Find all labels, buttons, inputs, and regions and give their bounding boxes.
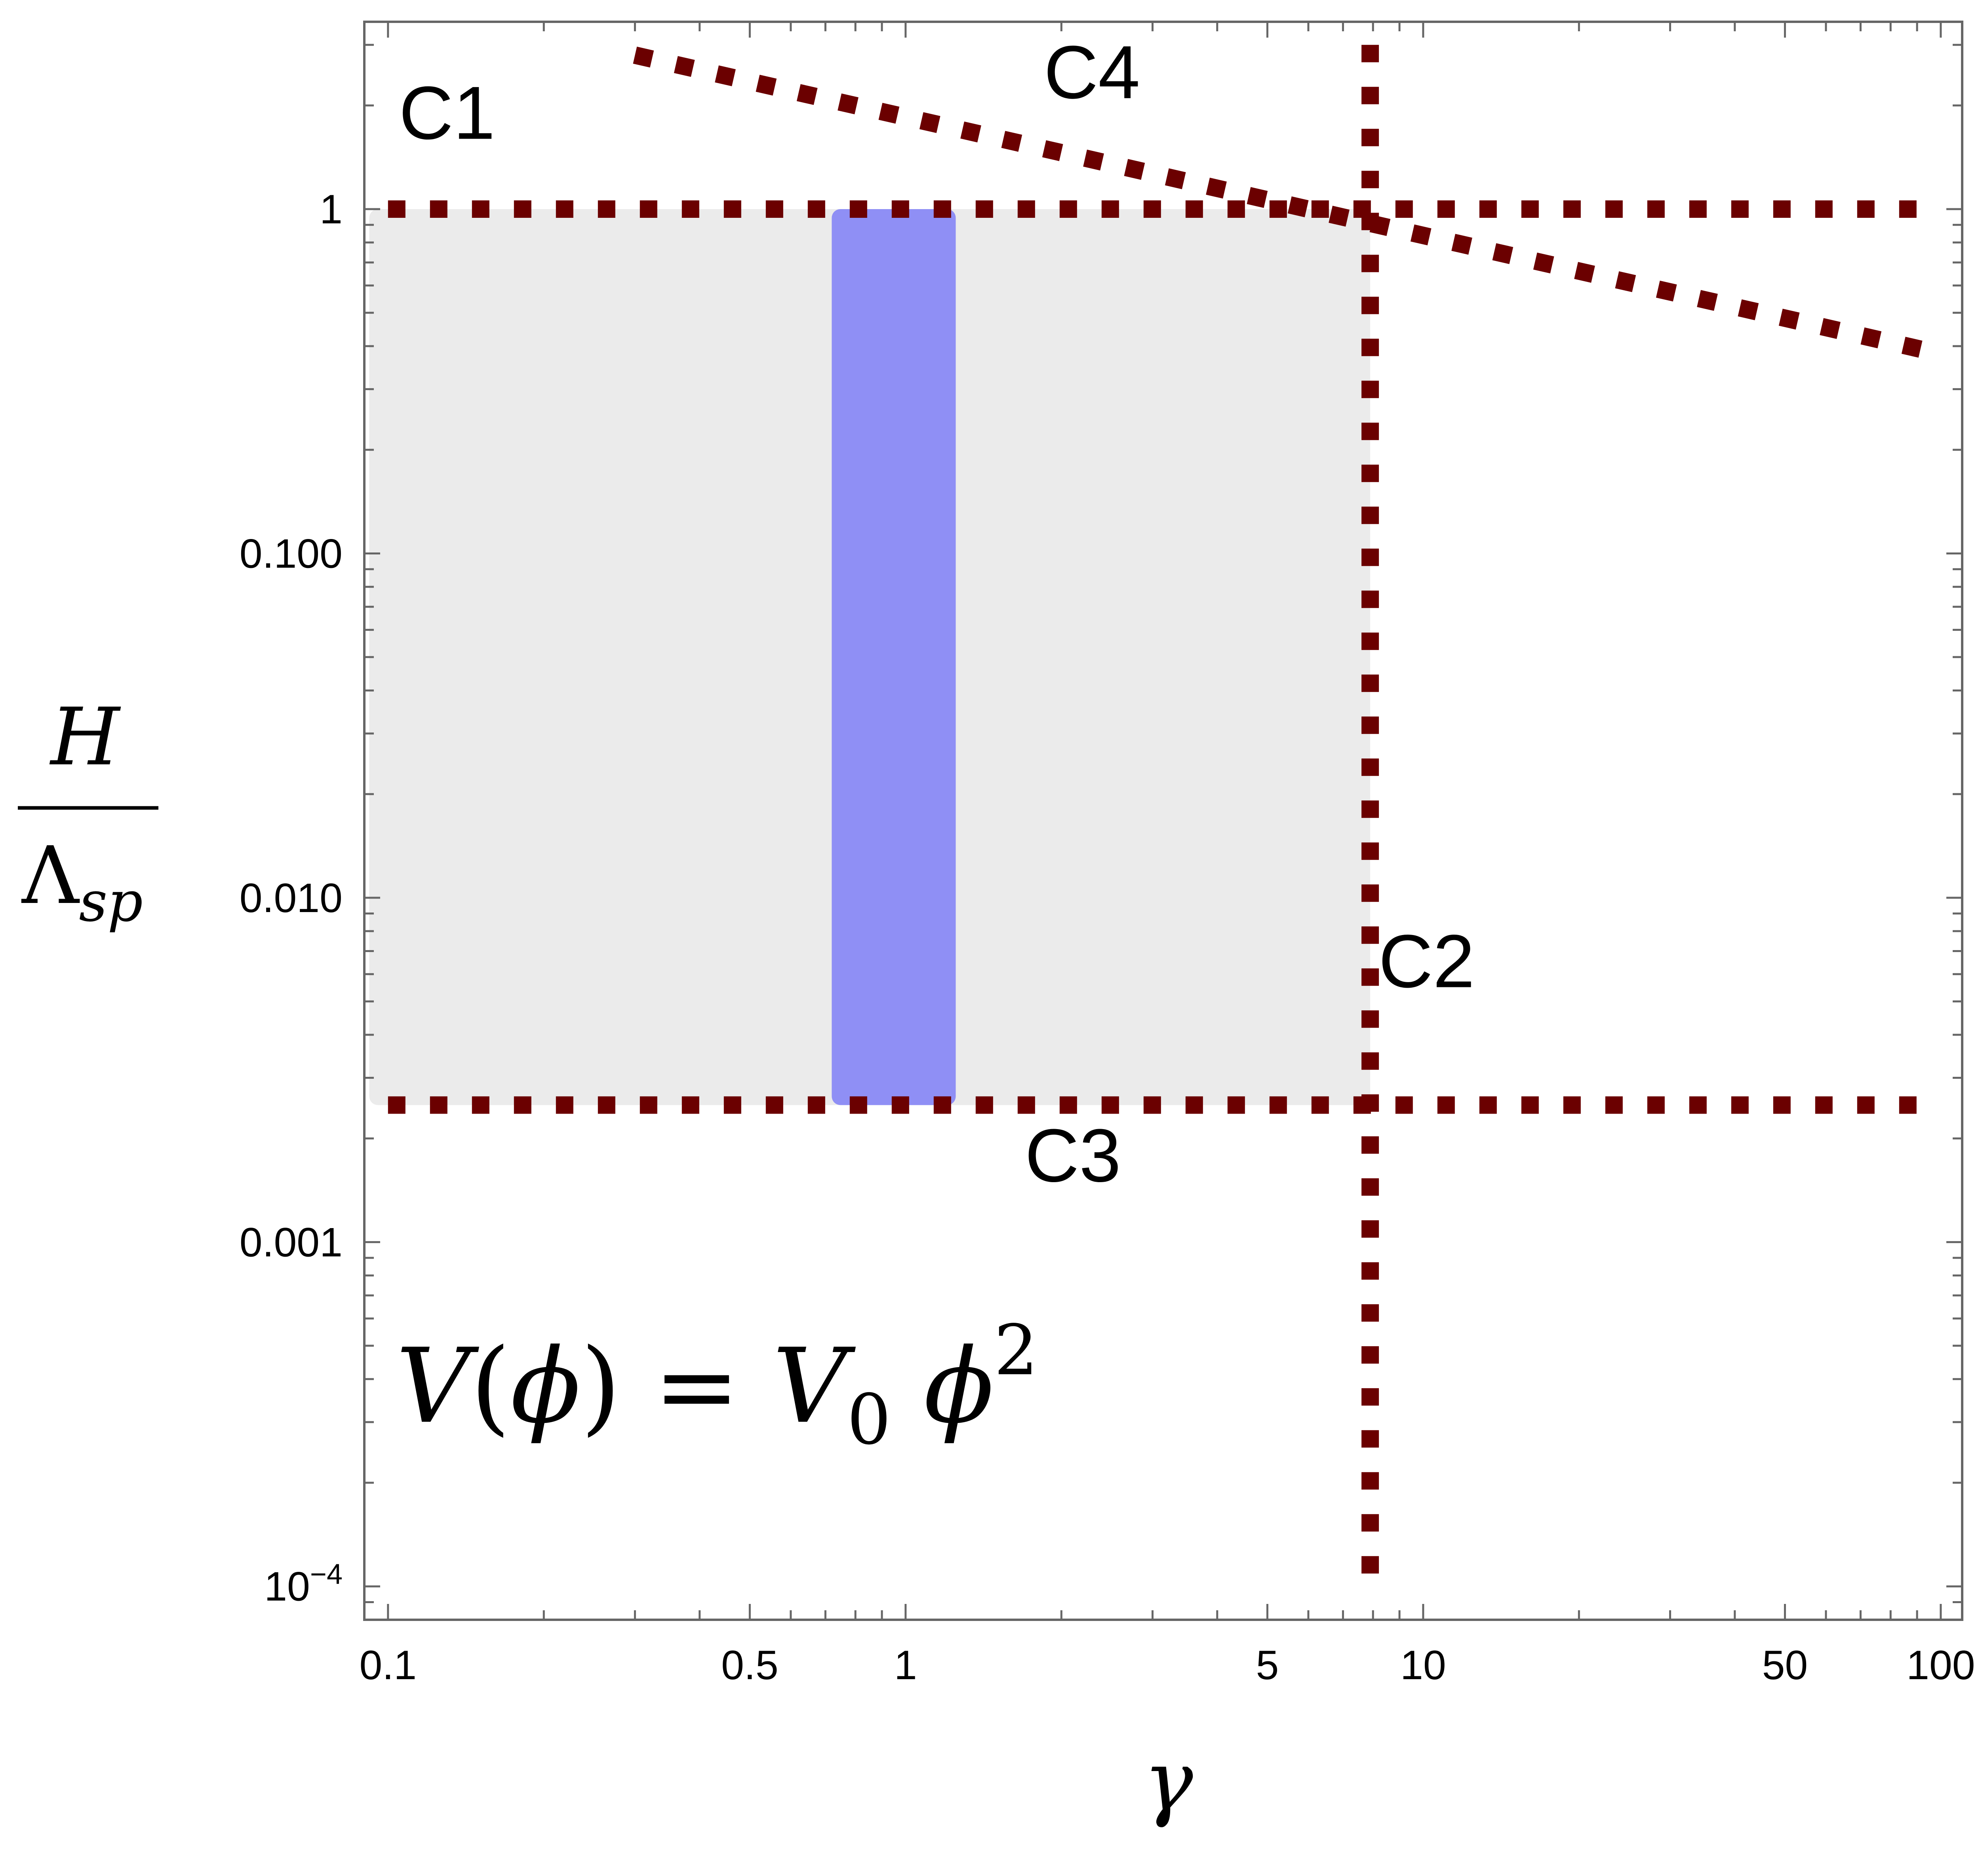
y-tick-label: 10−4 bbox=[264, 1559, 343, 1610]
regions-layer bbox=[369, 209, 1371, 1105]
formula-phi-2: ϕ bbox=[924, 1327, 994, 1446]
y-axis-label-denominator: Λsp bbox=[21, 830, 143, 934]
curve-label-c2: C2 bbox=[1378, 920, 1475, 1004]
curve-label-c1: C1 bbox=[399, 71, 495, 155]
plot-frame bbox=[363, 21, 1963, 1621]
formula-space bbox=[891, 1327, 924, 1446]
potential-formula: V(ϕ) = V0 ϕ2 bbox=[396, 1310, 1038, 1460]
x-tick-label: 10 bbox=[1400, 1642, 1446, 1688]
y-axis-label-numerator: H bbox=[49, 691, 121, 783]
constraint-line-c4 bbox=[633, 46, 1943, 362]
y-axis-label-subscript: sp bbox=[79, 870, 143, 934]
y-tick-label: 0.010 bbox=[240, 875, 343, 921]
curve-labels-layer: C1 C4 C2 C3 bbox=[399, 30, 1475, 1198]
x-tick-label: 5 bbox=[1256, 1642, 1279, 1688]
formula-open-paren: ( bbox=[470, 1327, 510, 1446]
x-tick-label: 1 bbox=[894, 1642, 917, 1688]
curve-label-c4: C4 bbox=[1044, 30, 1140, 114]
y-tick-label: 0.001 bbox=[240, 1219, 343, 1265]
x-tick-label: 100 bbox=[1906, 1642, 1975, 1688]
x-tick-label: 0.1 bbox=[360, 1642, 417, 1688]
x-axis-label: γ bbox=[1143, 1733, 1193, 1830]
constraint-lines-layer bbox=[388, 45, 1943, 1587]
curve-label-c3: C3 bbox=[1025, 1114, 1121, 1198]
y-tick-label: 0.100 bbox=[240, 531, 343, 577]
formula-phi: ϕ bbox=[510, 1327, 581, 1446]
y-tick-label-base: 10 bbox=[264, 1564, 310, 1610]
x-tick-label: 0.5 bbox=[721, 1642, 779, 1688]
formula-zero-subscript: 0 bbox=[847, 1380, 891, 1460]
y-tick-label-exponent: −4 bbox=[310, 1559, 343, 1590]
ticks-layer bbox=[363, 22, 1962, 1621]
formula-exponent: 2 bbox=[994, 1310, 1038, 1391]
y-axis-label: H Λsp bbox=[18, 691, 158, 934]
formula-close-paren: ) = bbox=[581, 1327, 773, 1446]
formula-v: V bbox=[396, 1327, 480, 1446]
formula-v-zero: V bbox=[773, 1327, 856, 1446]
y-axis-label-lambda: Λ bbox=[21, 830, 80, 922]
y-tick-label: 1 bbox=[320, 187, 343, 232]
highlighted-band bbox=[832, 209, 956, 1105]
x-tick-label: 50 bbox=[1762, 1642, 1808, 1688]
